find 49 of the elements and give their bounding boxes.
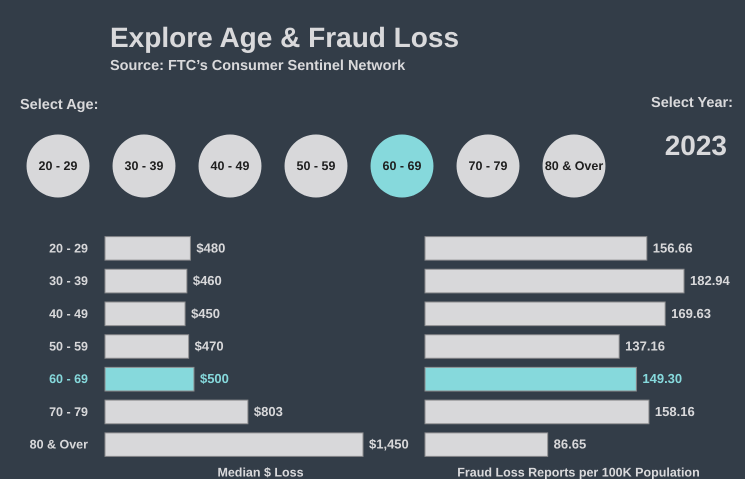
data-label: $470	[194, 338, 224, 354]
bar	[424, 400, 650, 424]
category-label: 50 - 59	[296, 159, 336, 173]
y-tick-label: 80 & Over	[30, 438, 88, 452]
x-axis-title: Fraud Loss Reports per 100K Population	[457, 466, 700, 480]
x-axis-title: Median $ Loss	[217, 466, 304, 480]
y-tick-label: 50 - 59	[49, 340, 88, 354]
bar	[104, 334, 190, 359]
y-tick-label: 70 - 79	[49, 404, 88, 419]
data-label: $460	[192, 273, 222, 288]
data-label: 169.63	[671, 306, 711, 321]
text: 2023	[664, 130, 727, 161]
data-label: 156.66	[652, 240, 693, 256]
bar	[424, 236, 648, 261]
bar	[424, 302, 666, 326]
bar	[104, 302, 186, 326]
y-tick-label: 30 - 39	[49, 274, 88, 288]
category-label: 40 - 49	[210, 159, 250, 173]
data-label: 137.16	[625, 338, 665, 354]
bar	[424, 268, 684, 294]
data-label: 158.16	[654, 404, 695, 419]
text: Select Age:	[20, 97, 98, 113]
bar	[424, 432, 548, 457]
category-label: 60 - 69	[382, 159, 422, 173]
bar	[104, 400, 248, 424]
data-label: $1,450	[369, 436, 409, 452]
bar	[104, 432, 364, 457]
y-tick-label: 60 - 69	[49, 372, 88, 386]
category-label: 70 - 79	[468, 159, 508, 173]
data-label: 86.65	[554, 436, 586, 452]
bar	[104, 268, 188, 294]
category-label: 80 & Over	[544, 159, 604, 173]
bar	[104, 236, 191, 261]
data-label: $480	[196, 240, 226, 256]
y-tick-label: 40 - 49	[49, 306, 88, 321]
data-label: $450	[191, 306, 220, 321]
bar	[104, 366, 194, 392]
data-label: 182.94	[690, 273, 731, 288]
data-label: $500	[200, 371, 229, 386]
text: Explore Age & Fraud Loss	[110, 22, 460, 53]
text: Source: FTC’s Consumer Sentinel Network	[110, 58, 406, 74]
text: Select Year:	[651, 95, 733, 111]
category-label: 20 - 29	[38, 159, 78, 173]
data-label: $803	[254, 404, 283, 419]
category-label: 30 - 39	[124, 159, 164, 173]
y-tick-label: 20 - 29	[49, 241, 88, 256]
bar	[424, 334, 620, 359]
bar	[424, 366, 637, 392]
data-label: 149.30	[642, 371, 682, 386]
